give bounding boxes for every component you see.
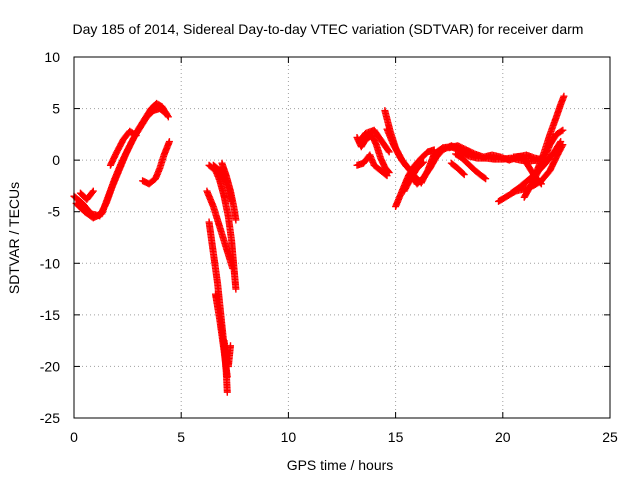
series-arc-c14 xyxy=(507,138,565,197)
data-point-marker xyxy=(482,175,490,183)
y-tick-label: 0 xyxy=(52,152,60,168)
chart-title: Day 185 of 2014, Sidereal Day-to-day VTE… xyxy=(73,21,584,37)
data-point-marker xyxy=(559,126,567,134)
data-point-marker xyxy=(223,373,231,381)
data-point-marker xyxy=(383,172,391,180)
series-arc-a3 xyxy=(76,187,97,203)
axis-ticks: 0 5 10 15 20 25 -25 -20 -15 -10 -5 0 5 10 xyxy=(40,49,618,445)
data-point-marker xyxy=(223,388,231,396)
y-tick-label: -10 xyxy=(40,255,60,271)
x-tick-label: 10 xyxy=(281,429,297,445)
y-tick-label: -25 xyxy=(40,410,60,426)
plot-frame xyxy=(73,56,611,419)
data-point-marker xyxy=(132,131,140,139)
series-arc-c10 xyxy=(452,150,490,183)
x-tick-label: 0 xyxy=(70,429,78,445)
series-arc-c3 xyxy=(355,126,393,156)
data-point-marker xyxy=(537,180,545,188)
data-point-marker xyxy=(460,171,468,179)
series-arc-b7 xyxy=(220,337,235,370)
data-point-marker xyxy=(536,179,544,187)
y-tick-label: 10 xyxy=(44,49,60,65)
data-point-marker xyxy=(227,342,235,350)
data-point-marker xyxy=(131,131,139,139)
data-point-marker xyxy=(165,138,173,146)
data-point-marker xyxy=(481,174,489,182)
data-point-marker xyxy=(556,139,564,147)
y-axis-label: SDTVAR / TECUs xyxy=(6,182,22,294)
series-arc-a4 xyxy=(106,127,140,169)
x-tick-label: 15 xyxy=(388,429,404,445)
data-point-marker xyxy=(232,216,240,224)
data-point-marker xyxy=(459,170,467,178)
x-tick-label: 5 xyxy=(177,429,185,445)
data-points xyxy=(70,92,568,396)
y-tick-label: -15 xyxy=(40,307,60,323)
series-arc-b4 xyxy=(203,187,237,272)
data-point-marker xyxy=(560,92,568,100)
grid-lines xyxy=(74,57,610,418)
y-tick-label: 5 xyxy=(52,101,60,117)
data-point-marker xyxy=(419,158,427,166)
y-tick-label: -20 xyxy=(40,358,60,374)
data-point-marker xyxy=(162,110,170,118)
series-arc-a2 xyxy=(72,105,170,222)
x-tick-label: 25 xyxy=(602,429,618,445)
data-point-marker xyxy=(382,171,390,179)
data-point-marker xyxy=(229,264,237,272)
data-point-marker xyxy=(557,138,565,146)
data-point-marker xyxy=(161,109,169,117)
data-point-marker xyxy=(558,127,566,135)
y-tick-label: -5 xyxy=(48,204,61,220)
series-arc-c17 xyxy=(510,152,545,188)
data-point-marker xyxy=(385,148,393,156)
data-point-marker xyxy=(232,285,240,293)
series-arc-c16 xyxy=(527,92,568,187)
data-point-marker xyxy=(384,147,392,155)
series-arc-a5 xyxy=(139,138,173,188)
series-arc-c11 xyxy=(447,159,468,179)
x-axis-label: GPS time / hours xyxy=(287,457,394,473)
x-tick-label: 20 xyxy=(495,429,511,445)
series-arc-c2 xyxy=(353,151,391,180)
series-arc-b3 xyxy=(218,159,240,224)
data-point-marker xyxy=(89,187,97,195)
data-point-marker xyxy=(418,159,426,167)
data-point-marker xyxy=(88,188,96,196)
